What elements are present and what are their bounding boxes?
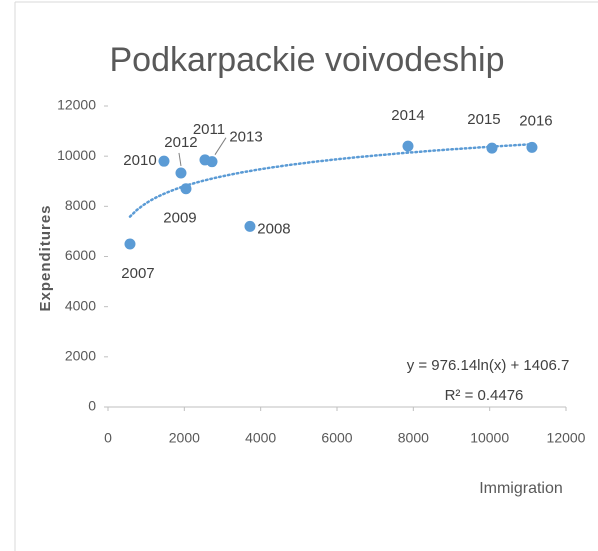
x-tick-label: 12000 bbox=[547, 430, 586, 446]
point-label: 2010 bbox=[123, 152, 156, 169]
point-label: 2012 bbox=[164, 134, 197, 151]
x-tick-label: 10000 bbox=[470, 430, 509, 446]
point bbox=[124, 238, 136, 250]
point-label: 2015 bbox=[467, 111, 500, 128]
x-axis-label: Immigration bbox=[479, 480, 563, 497]
point bbox=[180, 183, 192, 195]
trendline-equation: y = 976.14ln(x) + 1406.7 bbox=[407, 357, 570, 374]
leader-line bbox=[178, 152, 182, 167]
y-axis-label: Expenditures bbox=[37, 204, 54, 311]
point bbox=[486, 142, 498, 154]
y-tick-label: 2000 bbox=[65, 348, 96, 364]
point-label: 2013 bbox=[229, 129, 262, 146]
x-tick-label: 0 bbox=[104, 430, 112, 446]
x-tick-label: 4000 bbox=[245, 430, 276, 446]
y-tick-label: 0 bbox=[88, 398, 96, 414]
point bbox=[526, 141, 538, 153]
y-tick-label: 6000 bbox=[65, 247, 96, 263]
y-tick-label: 10000 bbox=[57, 147, 96, 163]
y-tick-label: 8000 bbox=[65, 197, 96, 213]
point bbox=[206, 156, 218, 168]
point bbox=[158, 155, 170, 167]
point-label: 2009 bbox=[163, 210, 196, 227]
point bbox=[244, 220, 256, 232]
y-tick-label: 12000 bbox=[57, 97, 96, 113]
trendline-r-squared: R² = 0.4476 bbox=[445, 387, 524, 404]
leader-line bbox=[214, 137, 227, 155]
point-label: 2014 bbox=[391, 107, 424, 124]
x-tick-label: 2000 bbox=[169, 430, 200, 446]
chart-title: Podkarpackie voivodeship bbox=[109, 41, 504, 79]
x-tick-label: 8000 bbox=[398, 430, 429, 446]
point-label: 2008 bbox=[257, 220, 290, 237]
point-label: 2016 bbox=[519, 112, 552, 129]
point-label: 2007 bbox=[121, 265, 154, 282]
trendline bbox=[128, 142, 534, 218]
point bbox=[175, 167, 187, 179]
x-tick-label: 6000 bbox=[321, 430, 352, 446]
point-label: 2011 bbox=[193, 121, 225, 138]
point bbox=[402, 140, 414, 152]
y-tick-label: 4000 bbox=[65, 297, 96, 313]
